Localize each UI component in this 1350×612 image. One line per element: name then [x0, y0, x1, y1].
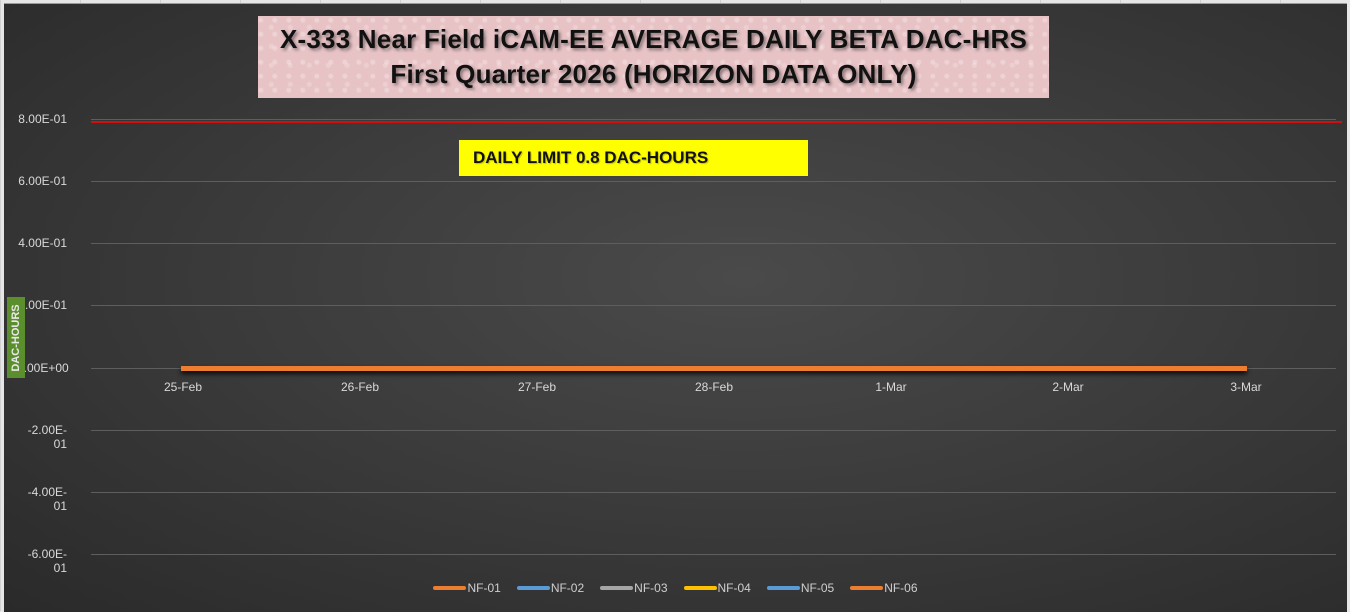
legend-swatch-icon — [433, 586, 467, 590]
legend-swatch-icon — [600, 586, 634, 590]
y-axis-title[interactable]: DAC-HOURS — [7, 297, 25, 378]
legend-item-nf-03[interactable]: NF-03 — [600, 581, 668, 595]
y-tick-label: -6.00E-01 — [27, 547, 67, 575]
x-tick-label: 25-Feb — [163, 380, 203, 394]
gridline — [91, 554, 1336, 555]
x-tick-label: 27-Feb — [517, 380, 557, 394]
legend-swatch-icon — [516, 586, 550, 590]
x-tick-label: 28-Feb — [694, 380, 734, 394]
daily-limit-label[interactable]: DAILY LIMIT 0.8 DAC-HOURS — [459, 140, 808, 176]
gridline — [91, 243, 1336, 244]
y-tick-label: -2.00E-01 — [27, 423, 67, 451]
y-tick-label: -4.00E-01 — [27, 485, 67, 513]
y-tick-label: 0.00E+00 — [17, 361, 69, 375]
gridline — [91, 430, 1336, 431]
gridline — [91, 305, 1336, 306]
gridline — [91, 492, 1336, 493]
legend-item-nf-01[interactable]: NF-01 — [433, 581, 501, 595]
x-tick-label: 2-Mar — [1052, 380, 1084, 394]
legend-swatch-icon — [766, 586, 800, 590]
legend-item-nf-04[interactable]: NF-04 — [683, 581, 751, 595]
daily-limit-line[interactable] — [91, 121, 1342, 123]
chart-title-line1: X-333 Near Field iCAM-EE AVERAGE DAILY B… — [280, 24, 1027, 54]
gridline — [91, 119, 1336, 120]
chart-title-line2: First Quarter 2026 (HORIZON DATA ONLY) — [390, 59, 917, 89]
y-tick-label: 4.00E-01 — [18, 236, 67, 250]
chart-legend[interactable]: NF-01 NF-02 NF-03 NF-04 NF-05 NF-06 — [4, 581, 1347, 595]
series-line-nf-01[interactable] — [181, 366, 1247, 371]
x-tick-label: 3-Mar — [1230, 380, 1262, 394]
x-tick-label: 26-Feb — [340, 380, 380, 394]
legend-item-nf-05[interactable]: NF-05 — [766, 581, 834, 595]
x-tick-label: 1-Mar — [875, 380, 907, 394]
legend-item-nf-06[interactable]: NF-06 — [850, 581, 918, 595]
chart-area[interactable]: X-333 Near Field iCAM-EE AVERAGE DAILY B… — [4, 3, 1347, 612]
chart-title[interactable]: X-333 Near Field iCAM-EE AVERAGE DAILY B… — [258, 16, 1049, 98]
y-tick-label: 2.00E-01 — [18, 298, 67, 312]
y-tick-label: 6.00E-01 — [18, 174, 67, 188]
legend-swatch-icon — [850, 586, 884, 590]
gridline — [91, 181, 1336, 182]
y-tick-label: 8.00E-01 — [18, 112, 67, 126]
legend-swatch-icon — [683, 586, 717, 590]
legend-item-nf-02[interactable]: NF-02 — [516, 581, 584, 595]
